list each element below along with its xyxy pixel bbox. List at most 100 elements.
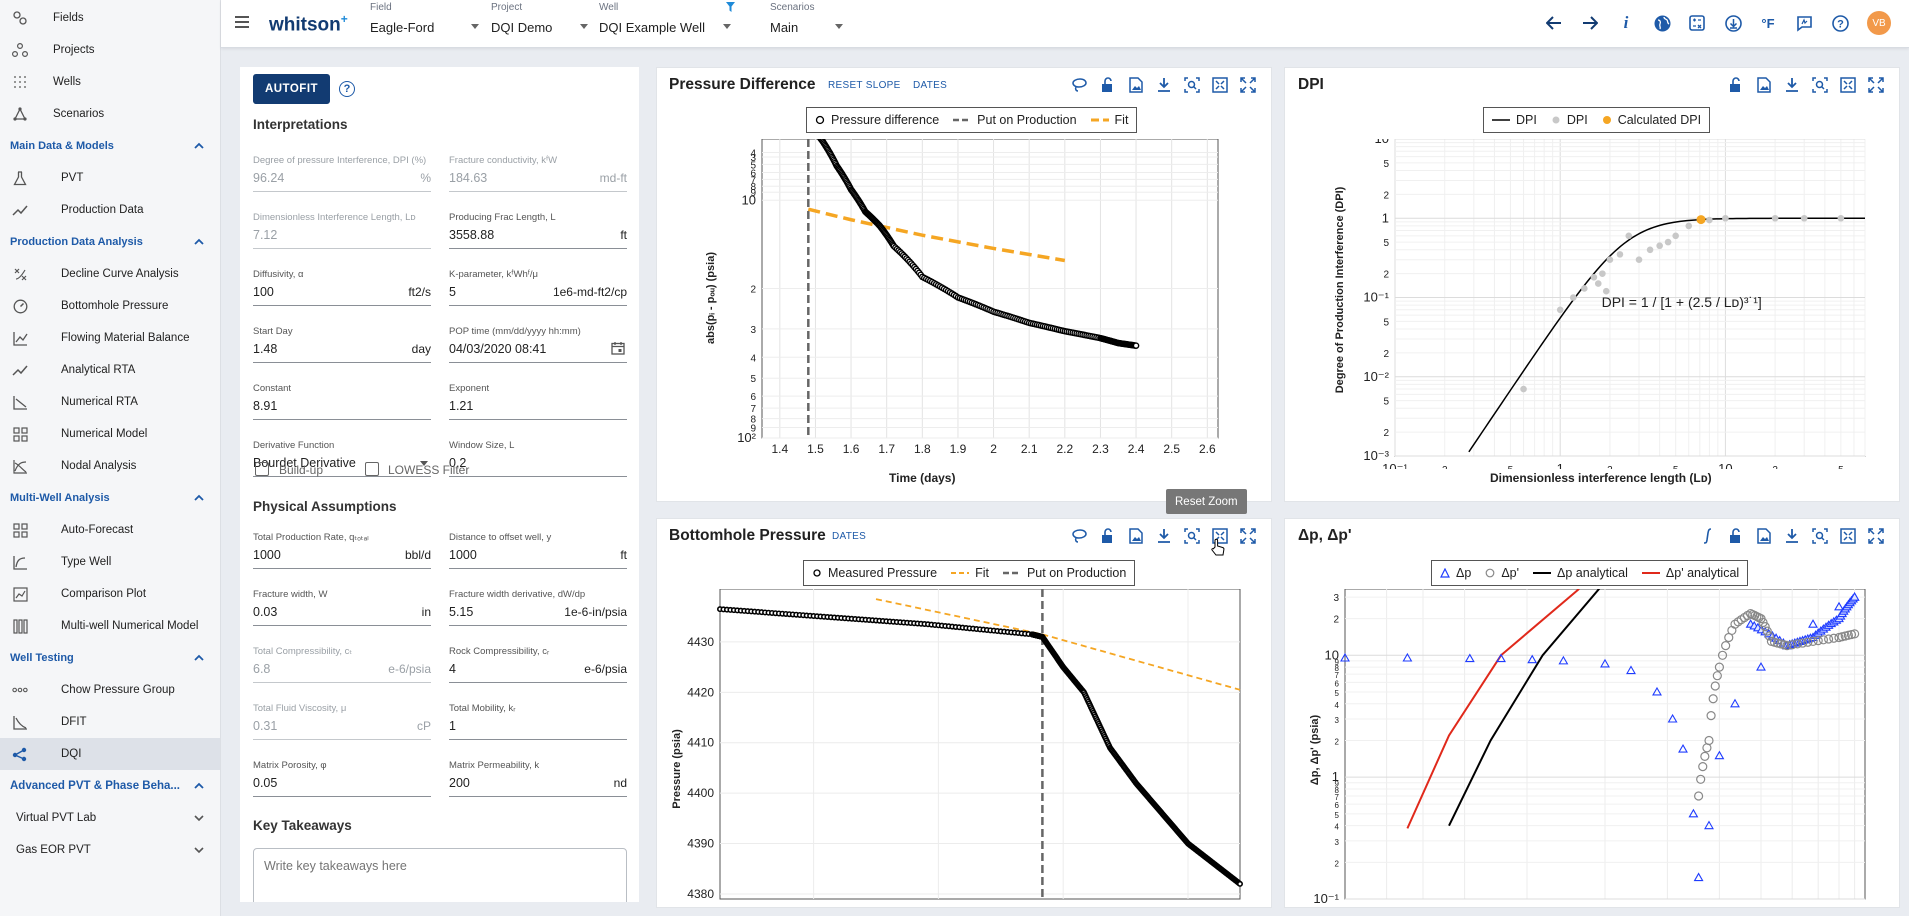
sidebar-item-type-well[interactable]: Type Well: [0, 546, 220, 578]
legend-item[interactable]: Pressure difference: [815, 113, 939, 127]
form-field[interactable]: Exponent 1.21: [449, 383, 627, 429]
field-value[interactable]: 0.05: [253, 776, 278, 790]
form-field[interactable]: Start Day 1.48 day: [253, 326, 431, 372]
help-icon[interactable]: ?: [339, 81, 355, 97]
legend-item[interactable]: DPI: [1551, 113, 1588, 127]
form-field[interactable]: Fracture width derivative, dW/dp 5.15 1e-6…: [449, 589, 627, 635]
form-field[interactable]: K-parameter, kᶠWhᶠ/μ 5 1e6-md-ft2/cp: [449, 269, 627, 315]
fullscreen-icon[interactable]: [1867, 527, 1885, 545]
field-value[interactable]: 1000: [449, 548, 477, 562]
sidebar-item-dfit[interactable]: DFIT: [0, 706, 220, 738]
integral-icon[interactable]: [1699, 527, 1717, 545]
dates-link[interactable]: DATES: [913, 80, 948, 91]
app-logo[interactable]: whitson+: [269, 12, 348, 36]
calendar-icon[interactable]: [611, 341, 625, 355]
sidebar-item-gas-eor-pvt[interactable]: Gas EOR PVT: [0, 834, 220, 866]
zoom-reset-icon[interactable]: [1811, 527, 1829, 545]
sidebar-item-bottomhole-pressure[interactable]: Bottomhole Pressure: [0, 290, 220, 322]
autoscale-icon[interactable]: [1211, 527, 1229, 545]
sidebar-section-multi-well-analysis[interactable]: Multi-Well Analysis: [0, 482, 220, 514]
field-value[interactable]: 1.48: [253, 342, 278, 356]
form-field[interactable]: Total Mobility, kᵣ 1: [449, 703, 627, 749]
sidebar-item-advanced-pvt-phase-beha[interactable]: Advanced PVT & Phase Beha...: [0, 770, 220, 802]
download-icon[interactable]: [1783, 527, 1801, 545]
lowess-filter-checkbox[interactable]: [365, 462, 379, 476]
sidebar-item-numerical-model[interactable]: Numerical Model: [0, 418, 220, 450]
sidebar-item-production-data[interactable]: Production Data: [0, 194, 220, 226]
form-field[interactable]: Total Production Rate, qₜₒₜₐₗ 1000 bbl/d: [253, 532, 431, 578]
download-icon[interactable]: [1155, 76, 1173, 94]
arrow-right-icon[interactable]: [1580, 13, 1600, 33]
globe-icon[interactable]: [1652, 13, 1672, 33]
unlock-icon[interactable]: [1727, 527, 1745, 545]
download-icon[interactable]: [1783, 76, 1801, 94]
fullscreen-icon[interactable]: [1867, 76, 1885, 94]
form-field[interactable]: Window Size, L 0.2: [449, 440, 627, 486]
form-field[interactable]: Total Fluid Viscosity, μ 0.31 cP: [253, 703, 431, 749]
form-field[interactable]: Diffusivity, α 100 ft2/s: [253, 269, 431, 315]
info-icon[interactable]: i: [1623, 13, 1629, 32]
legend-item[interactable]: Measured Pressure: [812, 566, 937, 580]
unlock-icon[interactable]: [1099, 76, 1117, 94]
sidebar-item-projects[interactable]: Projects: [0, 34, 220, 66]
field-value[interactable]: 0.03: [253, 605, 278, 619]
legend-item[interactable]: Put on Production: [953, 113, 1077, 127]
sidebar-item-fields[interactable]: Fields: [0, 2, 220, 34]
form-field[interactable]: Derivative Function Bourdet Derivative: [253, 440, 431, 486]
feedback-icon[interactable]: [1794, 13, 1814, 33]
field-value[interactable]: 6.8: [253, 662, 271, 676]
field-value[interactable]: 96.24: [253, 171, 285, 185]
form-field[interactable]: POP time (mm/dd/yyyy hh:mm) 04/03/2020 08…: [449, 326, 627, 372]
legend-item[interactable]: Calculated DPI: [1602, 113, 1701, 127]
legend-item[interactable]: Fit: [1090, 113, 1129, 127]
sidebar-item-dqi[interactable]: DQI: [0, 738, 220, 770]
avatar[interactable]: VB: [1867, 11, 1891, 35]
sidebar-item-scenarios[interactable]: Scenarios: [0, 98, 220, 130]
bottomhole-pressure-chart[interactable]: 4430 4420 4410 4400 4390 4380: [672, 589, 1252, 909]
legend-item[interactable]: Fit: [951, 566, 989, 580]
lasso-icon[interactable]: [1071, 76, 1089, 94]
reset-slope-link[interactable]: RESET SLOPE: [828, 80, 901, 91]
field-value[interactable]: 1000: [253, 548, 281, 562]
field-value[interactable]: 5: [449, 285, 456, 299]
sidebar-section-production-data-analysis[interactable]: Production Data Analysis: [0, 226, 220, 258]
fullscreen-icon[interactable]: [1239, 76, 1257, 94]
field-value[interactable]: 8.91: [253, 399, 278, 413]
autoscale-icon[interactable]: [1839, 527, 1857, 545]
arrow-left-icon[interactable]: [1544, 13, 1564, 33]
calculator-icon[interactable]: [1687, 13, 1707, 33]
field-value[interactable]: 200: [449, 776, 470, 790]
form-field[interactable]: Rock Compressibility, cᵣ 4 e-6/psia: [449, 646, 627, 692]
sidebar-section-main-data-models[interactable]: Main Data & Models: [0, 130, 220, 162]
field-value[interactable]: 4: [449, 662, 456, 676]
pressure-difference-chart[interactable]: 1.4 1.5 1.6 1.7 1.8 1.9 2 2.1 2.2 2.3 2.4 2.5 2.6345…: [725, 139, 1245, 456]
sidebar-item-flowing-material-balance[interactable]: Flowing Material Balance: [0, 322, 220, 354]
form-field[interactable]: Degree of pressure Interference, DPI (%)…: [253, 155, 431, 201]
form-field[interactable]: Producing Frac Length, L 3558.88 ft: [449, 212, 627, 258]
sidebar-item-decline-curve-analysis[interactable]: Decline Curve Analysis: [0, 258, 220, 290]
zoom-reset-icon[interactable]: [1183, 527, 1201, 545]
buildup-checkbox[interactable]: [255, 462, 269, 476]
field-value[interactable]: 0.31: [253, 719, 278, 733]
sidebar-item-virtual-pvt-lab[interactable]: Virtual PVT Lab: [0, 802, 220, 834]
sidebar-section-well-testing[interactable]: Well Testing: [0, 642, 220, 674]
sidebar-item-nodal-analysis[interactable]: Nodal Analysis: [0, 450, 220, 482]
unlock-icon[interactable]: [1727, 76, 1745, 94]
field-value[interactable]: 5.15: [449, 605, 474, 619]
legend-item[interactable]: Δp analytical: [1533, 566, 1628, 580]
field-value[interactable]: 184.63: [449, 171, 488, 185]
help-icon[interactable]: ?: [1830, 13, 1850, 33]
sidebar-item-numerical-rta[interactable]: Numerical RTA: [0, 386, 220, 418]
legend-item[interactable]: DPI: [1492, 113, 1537, 127]
field-value[interactable]: 1.21: [449, 399, 474, 413]
sidebar-item-chow-pressure-group[interactable]: Chow Pressure Group: [0, 674, 220, 706]
image-icon[interactable]: [1755, 76, 1773, 94]
form-field[interactable]: Matrix Porosity, φ 0.05: [253, 760, 431, 806]
field-value[interactable]: 04/03/2020 08:41: [449, 342, 547, 356]
zoom-reset-icon[interactable]: [1183, 76, 1201, 94]
field-value[interactable]: 3558.88: [449, 228, 495, 242]
download-circle-icon[interactable]: [1723, 13, 1743, 33]
form-field[interactable]: Fracture conductivity, kᶠW 184.63 md-ft: [449, 155, 627, 201]
form-field[interactable]: Fracture width, W 0.03 in: [253, 589, 431, 635]
zoom-reset-icon[interactable]: [1811, 76, 1829, 94]
